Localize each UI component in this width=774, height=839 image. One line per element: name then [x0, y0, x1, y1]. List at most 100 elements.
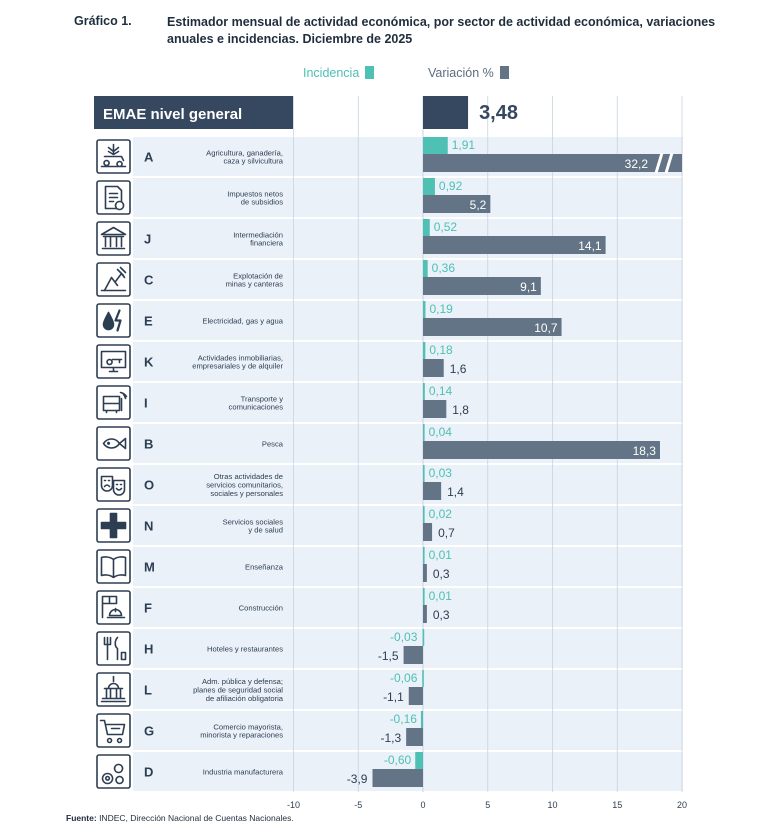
shopping-cart-icon	[99, 719, 126, 744]
legend-variation: Variación %	[428, 66, 509, 80]
incidence-bar	[423, 424, 425, 441]
legend-incidence-swatch	[365, 66, 375, 79]
legend-variation-label: Variación %	[428, 66, 494, 80]
sector-letter: D	[144, 765, 153, 780]
source-note: Fuente: INDEC, Dirección Nacional de Cue…	[66, 813, 294, 823]
mining-icon	[100, 266, 127, 292]
variation-bar	[408, 687, 423, 705]
row-label-band	[133, 670, 293, 709]
row-label-band	[133, 301, 293, 340]
total-label: EMAE nivel general	[103, 106, 242, 123]
sector-name-line: empresariales y de alquiler	[192, 362, 283, 371]
gears-shape	[101, 763, 124, 785]
real-estate-shape	[100, 350, 127, 373]
incidence-label: -0,16	[390, 712, 418, 726]
variation-bar	[423, 482, 442, 500]
sector-icon-box	[96, 713, 131, 748]
incidence-label: 1,91	[452, 138, 476, 152]
health-cross-shape	[100, 512, 127, 539]
row-label-band	[133, 629, 293, 668]
variation-bar	[406, 728, 423, 746]
variation-bar	[423, 400, 447, 418]
legend-incidence: Incidencia	[303, 66, 375, 80]
construction-icon	[101, 595, 126, 619]
sector-name-line: caza y silvicultura	[223, 157, 283, 166]
incidence-label: 0,19	[429, 302, 453, 316]
total-bar	[423, 96, 469, 129]
row-label-band	[133, 219, 293, 258]
sector-icon-box	[96, 344, 131, 379]
incidence-bar	[423, 342, 426, 359]
variation-label: 10,7	[534, 321, 558, 335]
incidence-label: 0,04	[429, 425, 453, 439]
shopping-cart-shape	[99, 719, 126, 744]
sector-letter: G	[144, 724, 154, 739]
variation-bar	[423, 195, 491, 213]
sector-icon-box	[96, 303, 131, 338]
sector-name-line: Pesca	[262, 440, 284, 449]
row-label-band	[133, 424, 293, 463]
incidence-bar	[423, 465, 425, 482]
incidence-bar	[423, 301, 426, 318]
variation-bar	[423, 441, 660, 459]
source-label: Fuente:	[66, 813, 97, 823]
sector-letter: C	[144, 273, 154, 288]
variation-label: 1,4	[447, 485, 464, 499]
agriculture-shape	[100, 143, 127, 168]
sector-name-line: Adm. pública y defensa;	[202, 677, 283, 686]
variation-bar	[423, 277, 541, 295]
sector-letter: O	[144, 478, 154, 493]
variation-label: -1,3	[380, 731, 401, 745]
construction-shape	[101, 595, 126, 619]
incidence-label: 0,02	[429, 507, 453, 521]
fish-icon	[102, 437, 127, 450]
figure-label: Gráfico 1.	[74, 14, 132, 28]
sector-name-line: financiera	[250, 239, 284, 248]
variation-label: 1,8	[452, 403, 469, 417]
utilities-icon	[102, 309, 122, 332]
sector-name-line: Otras actividades de	[214, 472, 283, 481]
variation-label: 9,1	[520, 280, 537, 294]
axis-break-mark	[654, 152, 674, 174]
sector-name-line: servicios comunitarios,	[206, 481, 283, 490]
variation-label: 32,2	[625, 157, 649, 171]
transport-icon	[102, 391, 128, 414]
variation-bar	[372, 769, 423, 787]
total-label-box	[94, 96, 293, 129]
incidence-label: 0,52	[434, 220, 458, 234]
agriculture-icon	[100, 143, 127, 168]
variation-label: -3,9	[347, 772, 368, 786]
sector-name-line: Agricultura, ganadería,	[206, 148, 283, 157]
gears-icon	[101, 763, 124, 785]
variation-bar	[423, 605, 427, 623]
sector-letter: B	[144, 437, 153, 452]
government-building-shape	[100, 675, 127, 703]
row-label-band	[133, 260, 293, 299]
sector-name-line: Transporte y	[241, 394, 284, 403]
taxes-shape	[104, 185, 123, 210]
sector-name-line: de afiliación obligatoria	[206, 694, 284, 703]
row-label-band	[133, 711, 293, 750]
sector-name-line: Construcción	[239, 604, 283, 613]
sector-name-line: Actividades inmobiliarias,	[198, 353, 283, 362]
variation-label: 5,2	[470, 198, 487, 212]
incidence-bar	[422, 629, 425, 646]
utilities-shape	[102, 311, 115, 331]
health-cross-icon	[100, 512, 127, 539]
mining-shape	[100, 266, 127, 292]
x-tick-label: 10	[547, 800, 557, 810]
incidence-bar	[423, 383, 425, 400]
sector-letter: A	[144, 150, 154, 165]
sector-letter: J	[144, 232, 151, 247]
variation-bar	[403, 646, 423, 664]
sector-letter: K	[144, 355, 154, 370]
row-label-band	[133, 342, 293, 381]
incidence-bar	[423, 506, 425, 523]
incidence-bar	[423, 260, 428, 277]
variation-label: 18,3	[633, 444, 657, 458]
incidence-label: 0,14	[429, 384, 453, 398]
legend-incidence-label: Incidencia	[303, 66, 360, 80]
variation-label: -1,1	[383, 690, 404, 704]
row-label-band	[133, 547, 293, 586]
variation-label: 14,1	[578, 239, 602, 253]
